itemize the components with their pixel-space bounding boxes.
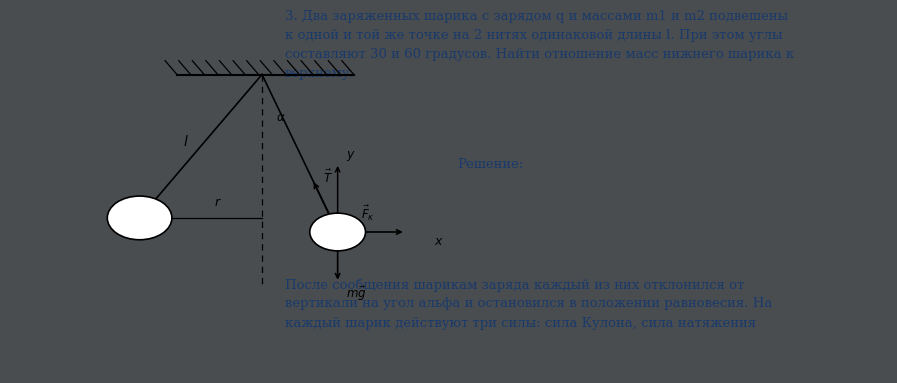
Text: Решение:: Решение: <box>457 158 523 171</box>
Text: x: x <box>434 235 442 248</box>
Text: 3. Два заряженных шарика с зарядом q и массами m1 и m2 подвешены
к одной и той ж: 3. Два заряженных шарика с зарядом q и м… <box>285 10 794 80</box>
Text: $\vec{T}$: $\vec{T}$ <box>323 169 333 187</box>
Text: r: r <box>214 196 220 209</box>
Text: $\vec{F}_{\kappa}$: $\vec{F}_{\kappa}$ <box>361 204 375 223</box>
Circle shape <box>108 196 172 240</box>
Text: l: l <box>183 134 187 149</box>
Text: $\alpha$: $\alpha$ <box>275 111 285 124</box>
Text: $m\vec{g}$: $m\vec{g}$ <box>346 285 367 303</box>
Circle shape <box>309 213 365 251</box>
Text: После сообщения шарикам заряда каждый из них отклонился от
вертикали на угол аль: После сообщения шарикам заряда каждый из… <box>285 278 772 329</box>
Text: y: y <box>346 148 353 161</box>
